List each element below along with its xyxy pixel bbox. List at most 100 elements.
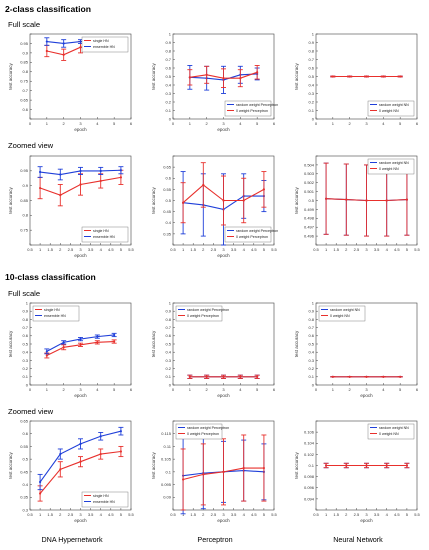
x-tick-label: 3.5: [88, 247, 94, 252]
y-tick-label: 0.102: [304, 452, 315, 457]
data-point: [79, 183, 82, 186]
x-tick-label: 2: [349, 121, 352, 126]
x-tick-label: 4.5: [251, 247, 257, 252]
x-tick-label: 2: [345, 247, 348, 252]
x-axis-label: epoch: [217, 393, 230, 398]
y-axis-label: test accuracy: [151, 62, 156, 89]
x-tick-label: 3.5: [231, 247, 237, 252]
x-tick-label: 3.5: [231, 512, 237, 517]
y-tick-label: 0.9: [165, 309, 171, 314]
y-tick-label: 0.9: [22, 183, 28, 188]
x-tick-label: 6: [130, 387, 133, 392]
data-point: [348, 75, 351, 78]
data-point: [399, 75, 402, 78]
data-point: [119, 450, 122, 453]
data-point: [205, 375, 208, 378]
y-tick-label: 0.75: [20, 228, 29, 233]
y-tick-label: 0.3: [308, 91, 314, 96]
data-point: [345, 464, 348, 467]
y-tick-label: 1: [169, 300, 172, 305]
y-tick-label: 0.2: [308, 366, 314, 371]
y-tick-label: 0.9: [308, 309, 314, 314]
legend-entry: 0 weight NN: [379, 109, 399, 113]
y-tick-label: 0.5: [308, 74, 314, 79]
y-tick-label: 0.1: [22, 374, 28, 379]
legend-box: [81, 36, 129, 53]
data-point: [119, 430, 122, 433]
y-tick-label: 0.8: [165, 48, 171, 53]
x-tick-label: 5: [120, 247, 123, 252]
data-point: [59, 468, 62, 471]
y-tick-label: 0.5: [165, 198, 171, 203]
x-tick-label: 3.5: [88, 512, 94, 517]
data-point: [345, 198, 348, 201]
y-tick-label: 0.105: [161, 457, 172, 462]
data-point: [365, 464, 368, 467]
legend-box: [32, 305, 80, 322]
legend-box: [318, 305, 366, 322]
y-tick-label: 0: [26, 382, 29, 387]
x-tick-label: 5: [120, 512, 123, 517]
legend-entry: 0 weight Perceptron: [187, 314, 219, 318]
x-tick-label: 2.5: [68, 512, 74, 517]
data-point: [385, 464, 388, 467]
data-point: [382, 75, 385, 78]
legend: single HN ensemble HN: [81, 226, 129, 243]
y-axis-label: test accuracy: [151, 330, 156, 357]
y-tick-label: 0.8: [22, 69, 28, 74]
x-tick-label: 5.5: [271, 247, 277, 252]
data-point: [62, 53, 65, 56]
x-tick-label: 0: [172, 387, 175, 392]
x-tick-label: 4: [386, 512, 389, 517]
x-tick-label: 5.5: [128, 512, 134, 517]
data-point: [99, 435, 102, 438]
x-tick-label: 0: [172, 121, 175, 126]
y-tick-label: 0.55: [163, 187, 172, 192]
y-tick-label: 0.9: [308, 40, 314, 45]
y-tick-label: 0.45: [20, 469, 29, 474]
y-tick-label: 0.5: [165, 74, 171, 79]
x-tick-label: 6: [273, 387, 276, 392]
x-tick-label: 2: [59, 247, 62, 252]
chart-10class-full-nn: 0 1 2 3 4 5 6 0 0.1 0.2 0.3 0.4 0.5 0.6 0.7 0.8 0.9 1 epoc…: [294, 300, 419, 398]
x-tick-label: 5: [263, 247, 266, 252]
section-title-ten-class: 10-class classification: [5, 272, 96, 282]
x-tick-label: 4.5: [394, 247, 400, 252]
legend-entry: random weight Perceptron: [187, 308, 229, 312]
x-tick-label: 5: [113, 121, 116, 126]
data-point: [39, 170, 42, 174]
data-point: [262, 466, 265, 470]
x-tick-label: 5.5: [271, 512, 277, 517]
data-point: [205, 73, 208, 76]
x-tick-label: 3: [222, 121, 225, 126]
y-tick-label: 0.2: [165, 99, 171, 104]
x-axis-label: epoch: [74, 253, 87, 258]
data-point: [188, 76, 191, 79]
y-tick-label: 0: [312, 382, 315, 387]
y-tick-label: 0.35: [163, 231, 172, 236]
x-tick-label: 3: [222, 512, 225, 517]
data-point: [182, 201, 185, 204]
y-tick-label: 0.4: [22, 350, 28, 355]
x-tick-label: 1.5: [47, 247, 53, 252]
y-tick-label: 0.95: [20, 168, 29, 173]
y-tick-label: 0.4: [22, 482, 28, 487]
y-tick-label: 0.3: [165, 91, 171, 96]
legend-entry: ensemble HN: [93, 235, 115, 239]
legend-entry: random weight Perceptron: [187, 426, 229, 430]
data-point: [325, 464, 328, 467]
y-tick-label: 0.3: [22, 507, 28, 512]
x-tick-label: 2.5: [354, 512, 360, 517]
y-tick-label: 0.09: [163, 495, 172, 500]
legend: random weight NN 0 weight NN: [318, 305, 366, 322]
legend-entry: ensemble HN: [93, 45, 115, 49]
x-tick-label: 6: [416, 121, 419, 126]
y-tick-label: 1: [169, 31, 172, 36]
data-point: [59, 194, 62, 197]
legend: random weight Perceptron 0 weight Percept…: [175, 305, 229, 322]
data-point: [79, 169, 82, 173]
legend-entry: 0 weight NN: [379, 167, 399, 171]
data-point: [45, 354, 48, 357]
x-tick-label: 0.5: [313, 247, 319, 252]
y-axis-label: test accuracy: [8, 186, 13, 213]
